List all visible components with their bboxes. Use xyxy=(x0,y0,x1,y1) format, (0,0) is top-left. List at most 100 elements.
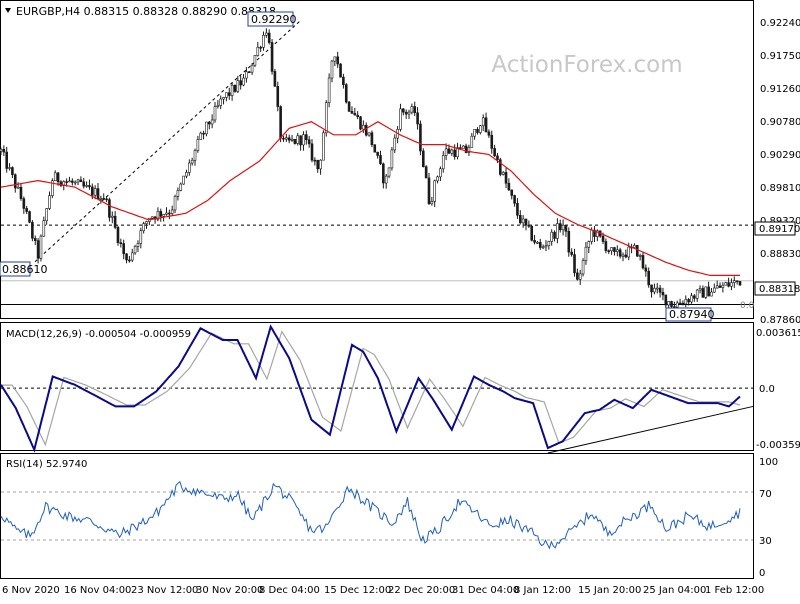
candle-body xyxy=(93,188,97,196)
candle xyxy=(285,133,288,142)
candle-body xyxy=(419,123,422,152)
candle xyxy=(453,144,456,160)
candle-body xyxy=(393,137,397,151)
current-price-label: 0.88318 xyxy=(759,284,800,295)
candle xyxy=(242,73,245,87)
candle xyxy=(476,127,479,135)
candle-body xyxy=(527,224,531,227)
candle-body xyxy=(327,77,331,103)
candle-body xyxy=(382,163,385,184)
candle-body xyxy=(51,180,54,196)
candle xyxy=(413,101,417,117)
candle-body xyxy=(207,121,211,125)
candle xyxy=(661,287,665,301)
price-tick-label: 0.89810 xyxy=(760,183,800,194)
candle xyxy=(170,205,174,216)
candle xyxy=(678,298,682,305)
candle xyxy=(222,96,225,105)
candle-body xyxy=(236,80,240,92)
candle xyxy=(470,133,474,148)
candle-body xyxy=(227,92,231,96)
candle xyxy=(364,122,368,137)
candle xyxy=(647,267,650,288)
candle xyxy=(359,115,362,131)
candle xyxy=(407,109,411,119)
candle xyxy=(319,159,322,175)
price-tick-label: 0.91750 xyxy=(760,51,800,62)
candle xyxy=(113,211,117,230)
candle xyxy=(396,126,399,144)
candle-body xyxy=(510,189,514,196)
candle-body xyxy=(36,240,40,259)
candle xyxy=(721,282,725,293)
candle xyxy=(481,114,485,131)
candle-body xyxy=(627,246,631,258)
candle xyxy=(11,166,14,179)
candle-body xyxy=(410,106,414,113)
candle xyxy=(16,182,20,189)
candle-body xyxy=(573,254,576,274)
candle-body xyxy=(313,159,317,162)
candle xyxy=(193,148,197,166)
candle-body xyxy=(436,176,439,182)
rsi-line xyxy=(0,480,741,550)
candle-body xyxy=(524,218,528,226)
candle-body xyxy=(473,128,476,137)
candle-body xyxy=(499,159,502,175)
candle xyxy=(179,182,183,192)
candle xyxy=(675,300,679,309)
candle xyxy=(356,111,359,120)
candle xyxy=(182,175,185,185)
candle-body xyxy=(307,139,311,145)
candle-body xyxy=(233,84,237,92)
candle-body xyxy=(256,46,260,56)
candle-body xyxy=(82,181,86,187)
high-annotation-box xyxy=(247,11,294,27)
candle-body xyxy=(581,260,585,275)
candle-body xyxy=(670,301,673,307)
candle-body xyxy=(5,151,9,169)
candle xyxy=(313,157,317,166)
candle xyxy=(293,138,297,145)
candle-body xyxy=(145,221,148,224)
candle-body xyxy=(402,108,405,113)
candle-body xyxy=(701,288,705,298)
candle xyxy=(399,103,402,132)
x-tick-label: 8 Dec 04:00 xyxy=(259,585,320,596)
candle xyxy=(507,178,511,191)
candle xyxy=(333,56,337,67)
candle-body xyxy=(142,223,145,232)
candle-body xyxy=(601,235,605,242)
candle xyxy=(644,264,648,277)
candle xyxy=(379,150,382,165)
candle-body xyxy=(110,215,114,218)
candle xyxy=(344,83,348,104)
candle xyxy=(330,59,334,83)
candle xyxy=(533,235,536,245)
candle-body xyxy=(724,282,728,286)
candle xyxy=(487,129,491,138)
candle xyxy=(205,121,208,137)
macd-y-axis: 0.003615 0.0 -0.003592 xyxy=(756,328,800,451)
candle xyxy=(247,70,251,74)
candle-body xyxy=(239,80,242,86)
candle-body xyxy=(567,231,571,253)
candle-body xyxy=(33,237,37,241)
macd-layer xyxy=(0,324,754,454)
candle-body xyxy=(25,208,28,212)
candle xyxy=(516,198,519,219)
candle xyxy=(376,151,379,159)
candle xyxy=(0,147,3,155)
candle-body xyxy=(245,71,248,79)
candle-body xyxy=(490,134,494,149)
symbol-dropdown-icon[interactable] xyxy=(5,8,11,13)
candle-body xyxy=(56,172,60,183)
candle-body xyxy=(53,172,57,181)
candle-body xyxy=(202,132,205,135)
candle xyxy=(450,148,454,156)
candle-body xyxy=(339,63,342,78)
candle-body xyxy=(336,56,339,65)
macd-tick-label: 0.003615 xyxy=(756,328,800,339)
candle xyxy=(393,134,397,154)
candle xyxy=(76,178,80,186)
